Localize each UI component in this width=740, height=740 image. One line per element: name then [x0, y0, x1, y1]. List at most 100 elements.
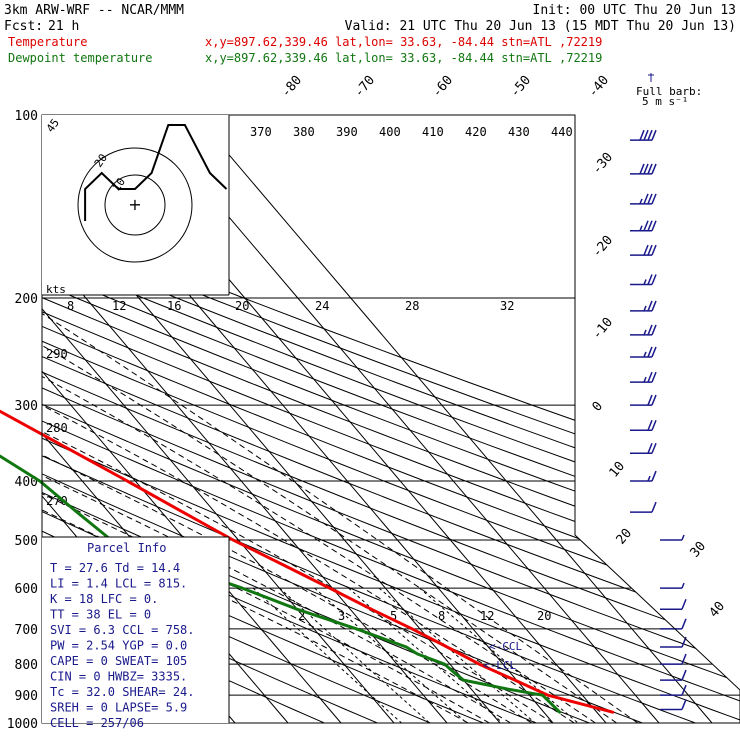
hodograph: 20 10 45 kts +	[42, 115, 230, 296]
fcst-value: 21 h	[48, 19, 79, 34]
wind-barb-700	[660, 618, 687, 630]
parcel-row-4: SVI = 6.3 CCL = 758.	[50, 623, 195, 637]
pressure-label-600: 600	[15, 582, 38, 597]
parcel-row-1: LI = 1.4 LCL = 815.	[50, 577, 187, 591]
dry-adiabat-320	[42, 115, 696, 723]
mixing-ratio-label-lower-5: 5	[390, 609, 397, 623]
pressure-label-500: 500	[15, 534, 38, 549]
isotherm-label--30: -30	[590, 150, 617, 178]
parcel-row-9: SREH = 0 LAPSE= 5.9	[50, 701, 187, 715]
mixing-ratio-8	[348, 587, 504, 723]
wind-barb-275	[630, 371, 657, 383]
mixing-ratio-label-upper-16: 16	[167, 299, 181, 313]
model-title: 3km ARW-WRF -- NCAR/MMM	[4, 3, 184, 18]
wind-barb-110	[630, 129, 657, 141]
theta-label-390: 390	[336, 125, 358, 139]
isotherm-label--20: -20	[590, 233, 617, 261]
pressure-label-200: 200	[15, 292, 38, 307]
isotherm-label--70: -70	[352, 73, 379, 101]
mixing-ratio-label-lower-20: 20	[537, 609, 551, 623]
mixing-ratio-3	[279, 587, 430, 723]
dry-adiabat-440	[42, 115, 740, 723]
pressure-label-400: 400	[15, 475, 38, 490]
mixing-ratio-label-upper-28: 28	[405, 299, 419, 313]
isotherm-30	[88, 115, 607, 723]
parcel-row-7: CIN = 0 HWBZ= 3335.	[50, 670, 187, 684]
temperature-profile	[0, 409, 615, 714]
wind-barb-140	[630, 193, 657, 205]
wind-barb-500	[660, 534, 685, 541]
isotherm-label-10: 10	[607, 459, 629, 481]
parcel-row-0: T = 27.6 Td = 14.4	[50, 561, 180, 575]
dry-adiabat-340	[42, 115, 740, 723]
wind-barb-750	[660, 636, 687, 648]
wind-barb-360	[630, 442, 657, 454]
theta-label-420: 420	[465, 125, 487, 139]
isotherm-50	[194, 115, 713, 723]
theta-e-label-290: 290	[46, 347, 68, 361]
dry-adiabat-450	[42, 115, 740, 723]
fcst-label: Fcst:	[4, 19, 43, 34]
mixing-ratio-label-lower-2: 2	[298, 609, 305, 623]
wind-barb-250	[630, 346, 657, 358]
theta-label-410: 410	[422, 125, 444, 139]
pressure-label-100: 100	[15, 109, 38, 124]
wind-barb-210	[630, 300, 657, 312]
dry-adiabat-360	[42, 115, 740, 723]
dry-adiabat-260	[42, 115, 378, 723]
dry-adiabat-480	[42, 115, 740, 723]
hodograph-trace	[84, 124, 228, 221]
parcel-info-title: Parcel Info	[87, 541, 166, 555]
barb-legend-line2: 5 m s⁻¹	[642, 95, 688, 108]
wind-barb-950	[660, 699, 687, 711]
isotherm-label--50: -50	[508, 73, 535, 101]
theta-label-430: 430	[508, 125, 530, 139]
isotherm-40	[141, 115, 660, 723]
mixing-ratio-20	[419, 587, 579, 723]
mixing-ratio-label-upper-24: 24	[315, 299, 329, 313]
wind-barb-400	[630, 470, 657, 482]
hodograph-ring-10	[104, 174, 166, 236]
wind-barb-155	[630, 220, 657, 232]
wind-barb-125	[630, 163, 657, 175]
theta-label-440: 440	[551, 125, 573, 139]
isotherm-label-30: 30	[688, 539, 710, 561]
moist-adiabat-16	[42, 297, 533, 723]
hodograph-ring-20	[77, 147, 193, 263]
moist-adiabat-28	[42, 297, 596, 723]
wind-barb-600	[660, 582, 685, 589]
hodograph-unit-label: kts	[46, 283, 66, 296]
hodograph-center-marker: +	[128, 195, 141, 214]
wind-barb-450	[630, 501, 657, 513]
theta-label-370: 370	[250, 125, 272, 139]
mixing-ratio-label-upper-12: 12	[112, 299, 126, 313]
theta-label-400: 400	[379, 125, 401, 139]
wind-barb-230	[630, 324, 657, 336]
theta-e-label-270: 270	[46, 494, 68, 508]
mixing-ratio-label-lower-3: 3	[338, 609, 345, 623]
mixing-ratio-label-upper-32: 32	[500, 299, 514, 313]
dry-adiabat-380	[42, 115, 740, 723]
theta-e-label-280: 280	[46, 421, 68, 435]
pressure-label-900: 900	[15, 689, 38, 704]
isotherm-0	[42, 115, 448, 723]
dry-adiabat-460	[42, 115, 740, 723]
dewpoint-legend-info: x,y=897.62,339.46 lat,lon= 33.63, -84.44…	[205, 51, 602, 65]
isotherm-label-0: 0	[590, 399, 607, 415]
mixing-ratio-5	[314, 587, 468, 723]
moist-adiabat-24	[42, 297, 575, 723]
wind-barb-300	[630, 394, 657, 406]
pressure-label-800: 800	[15, 658, 38, 673]
mixing-ratio-label-upper-20: 20	[235, 299, 249, 313]
isotherm-label--40: -40	[586, 73, 613, 101]
pressure-label-300: 300	[15, 399, 38, 414]
wind-barb-900	[660, 684, 687, 696]
moist-adiabat-36	[42, 297, 639, 723]
parcel-row-3: TT = 38 EL = 0	[50, 608, 151, 622]
mixing-ratio-label-lower-8: 8	[438, 609, 445, 623]
dry-adiabat-420	[42, 115, 740, 723]
pressure-label-700: 700	[15, 623, 38, 638]
theta-label-380: 380	[293, 125, 315, 139]
hodograph-label-45: 45	[44, 116, 62, 134]
